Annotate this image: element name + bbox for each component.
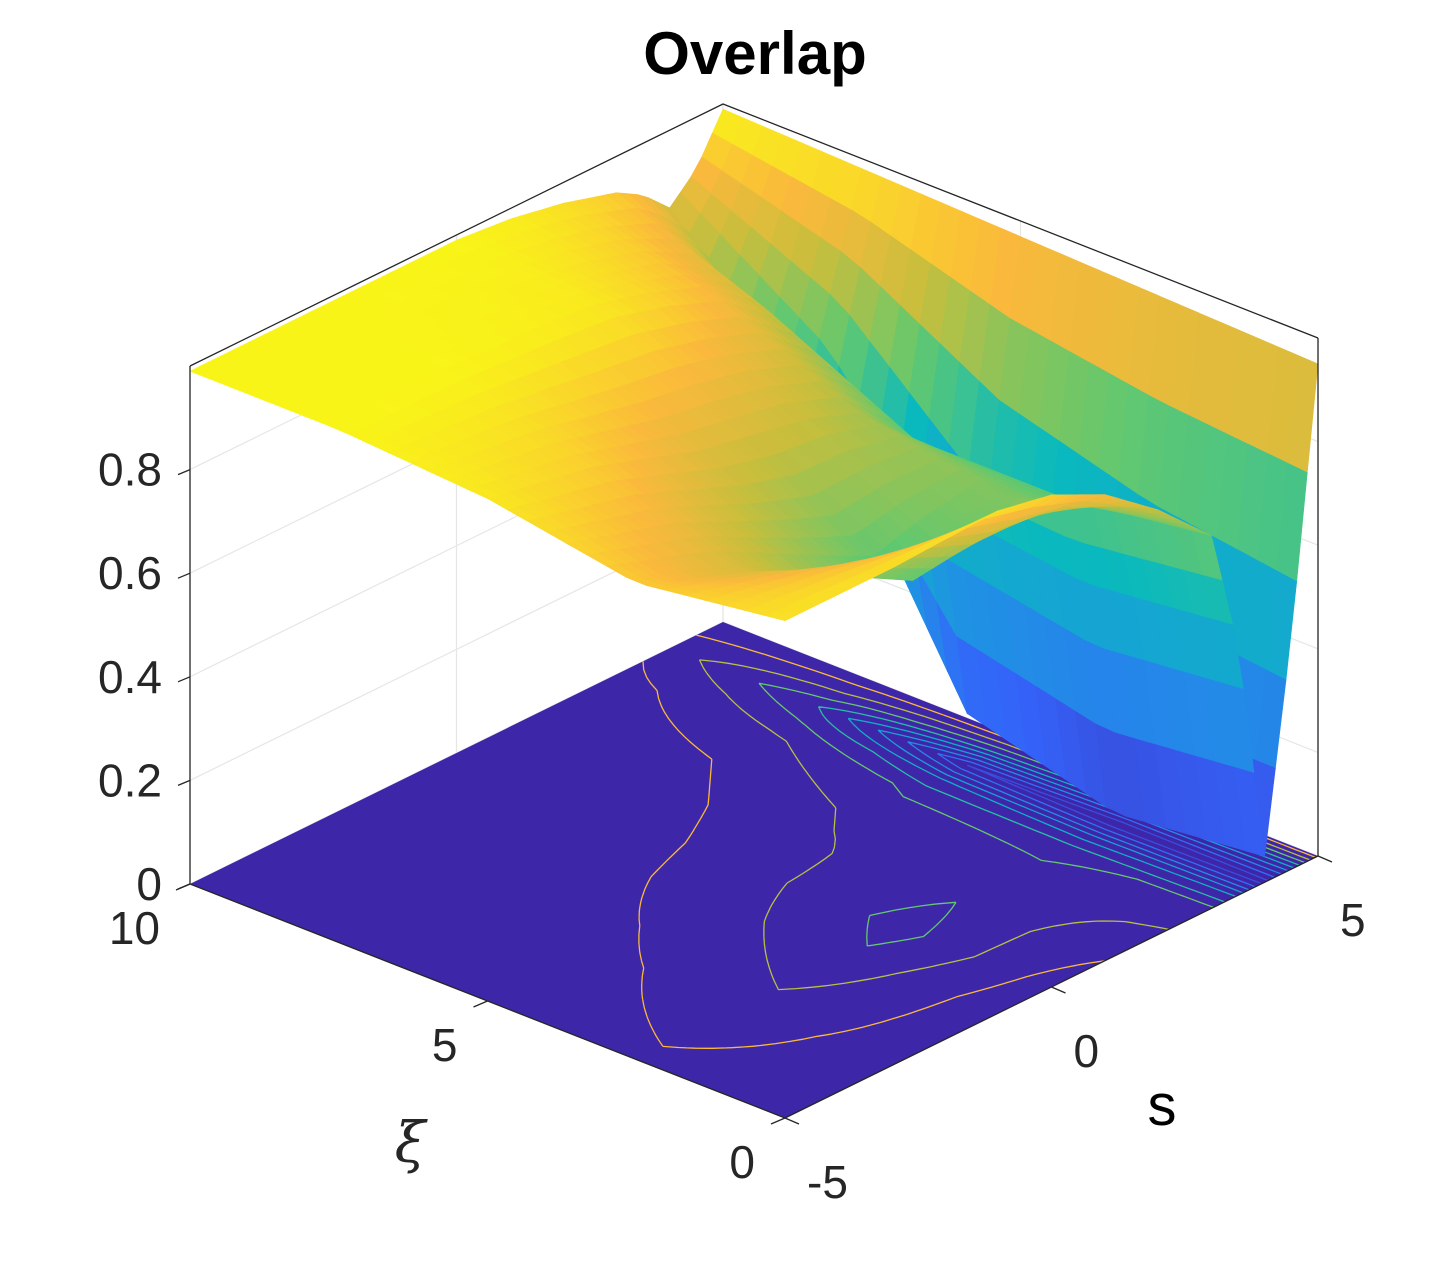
s-axis-label: s	[1148, 1073, 1177, 1138]
chart-title: Overlap	[643, 20, 866, 87]
z-tick-mark	[177, 676, 191, 683]
s-tick-mark	[1317, 855, 1333, 863]
xi-axis-ticks: 0 5 10	[109, 883, 786, 1188]
floor-contour-line	[966, 764, 1269, 885]
z-axis-ticks: 0 0.2 0.4 0.6 0.8	[98, 444, 191, 910]
z-tick-label: 0.8	[98, 444, 162, 496]
s-tick-label: -5	[807, 1156, 848, 1208]
floor-contour-line	[698, 659, 1311, 991]
xi-tick-mark	[473, 1000, 488, 1008]
z-tick-mark	[177, 572, 191, 579]
s-axis-ticks: -5 0 5	[784, 855, 1366, 1208]
z-tick-mark	[177, 469, 191, 476]
top-box-edge	[189, 103, 1319, 367]
z-tick-label: 0.2	[98, 754, 162, 806]
xi-tick-label: 0	[729, 1136, 755, 1188]
xi-tick-mark	[770, 1117, 786, 1125]
s-tick-label: 0	[1074, 1025, 1100, 1077]
z-tick-label: 0	[136, 858, 162, 910]
xi-axis-label: ξ	[395, 1111, 429, 1176]
s-tick-label: 5	[1340, 894, 1366, 946]
z-tick-label: 0.4	[98, 651, 162, 703]
xi-tick-mark	[175, 883, 191, 891]
overlap-surface	[189, 108, 1319, 857]
xi-tick-label: 5	[432, 1019, 458, 1071]
xi-tick-label: 10	[109, 902, 160, 954]
s-tick-mark	[1051, 986, 1066, 994]
surface-patch	[764, 610, 797, 622]
z-tick-label: 0.6	[98, 547, 162, 599]
z-tick-mark	[177, 779, 191, 787]
s-tick-mark	[784, 1117, 800, 1125]
floor-contour-line	[937, 752, 1275, 888]
floor-contours	[638, 634, 1316, 1049]
